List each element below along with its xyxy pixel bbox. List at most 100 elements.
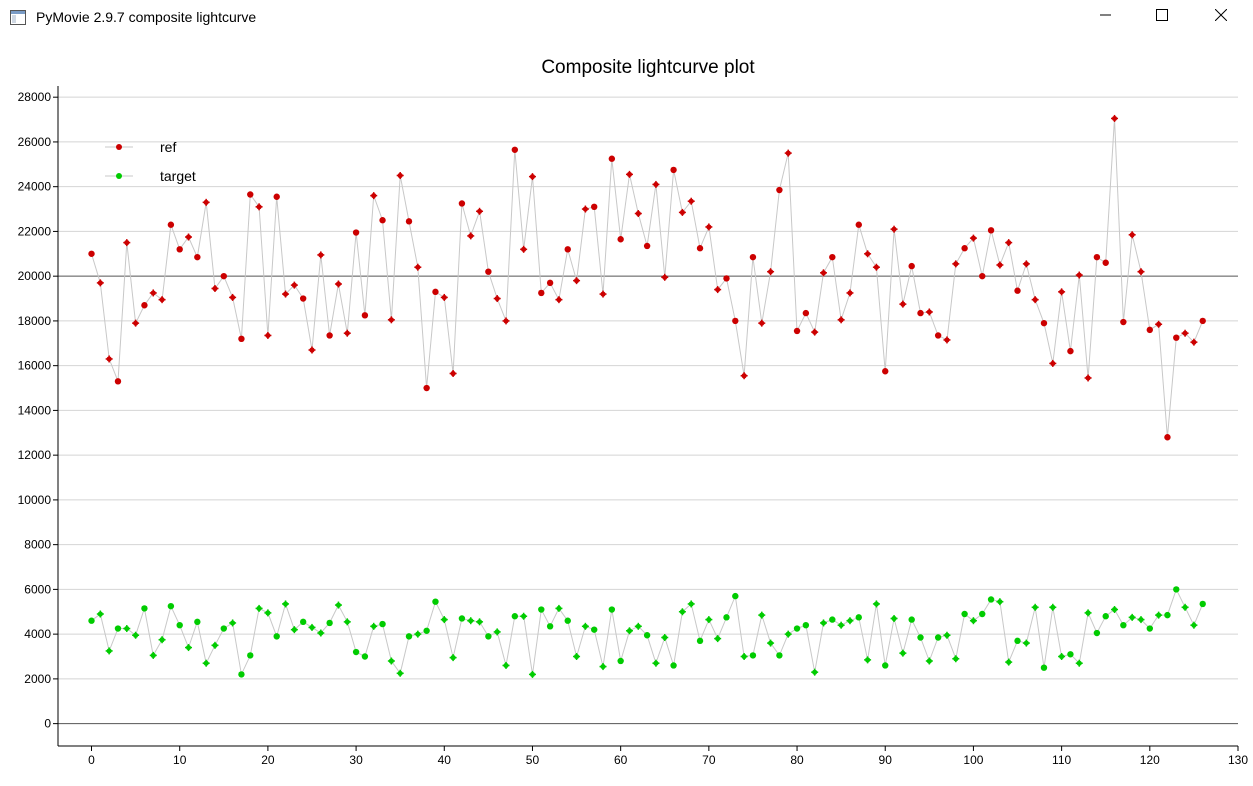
data-point-ref bbox=[502, 317, 510, 325]
data-point-ref bbox=[591, 203, 598, 211]
data-point-target bbox=[855, 614, 862, 621]
y-tick-label: 26000 bbox=[18, 135, 52, 149]
data-point-target bbox=[802, 621, 810, 629]
data-point-target bbox=[317, 629, 325, 637]
data-point-target bbox=[467, 617, 475, 625]
x-tick-label: 10 bbox=[173, 753, 187, 767]
data-point-ref bbox=[432, 288, 439, 296]
data-point-target bbox=[837, 621, 845, 629]
data-point-target bbox=[1014, 637, 1021, 645]
x-tick-label: 100 bbox=[963, 753, 983, 767]
minimize-button[interactable] bbox=[1083, 0, 1129, 34]
data-point-target bbox=[670, 662, 677, 669]
data-point-ref bbox=[423, 384, 430, 392]
data-point-target bbox=[308, 623, 316, 631]
data-point-ref bbox=[625, 170, 633, 178]
data-point-target bbox=[899, 649, 907, 657]
data-point-ref bbox=[643, 242, 651, 250]
data-point-target bbox=[440, 616, 448, 624]
data-point-target bbox=[1181, 603, 1189, 611]
x-tick-label: 90 bbox=[879, 753, 893, 767]
data-point-target bbox=[485, 633, 492, 640]
data-point-ref bbox=[352, 229, 360, 236]
data-point-target bbox=[387, 657, 395, 665]
data-point-ref bbox=[238, 335, 245, 343]
data-point-ref bbox=[211, 284, 219, 292]
data-point-target bbox=[334, 601, 342, 609]
data-point-ref bbox=[220, 272, 227, 280]
data-point-target bbox=[1058, 653, 1066, 661]
chart-title: Composite lightcurve plot bbox=[541, 57, 755, 78]
data-point-target bbox=[829, 616, 836, 623]
data-point-target bbox=[273, 633, 280, 640]
data-point-ref bbox=[264, 331, 272, 339]
data-point-ref bbox=[1173, 334, 1180, 341]
data-point-ref bbox=[1199, 317, 1206, 325]
data-point-ref bbox=[538, 289, 545, 297]
data-point-ref bbox=[784, 149, 792, 157]
data-point-ref bbox=[343, 329, 351, 337]
data-point-target bbox=[1146, 625, 1154, 632]
data-point-ref bbox=[934, 332, 942, 339]
data-point-target bbox=[176, 621, 183, 629]
maximize-button[interactable] bbox=[1139, 0, 1185, 34]
data-point-target bbox=[882, 662, 889, 669]
y-tick-label: 10000 bbox=[18, 493, 52, 507]
data-point-ref bbox=[996, 261, 1004, 269]
data-point-ref bbox=[617, 236, 624, 243]
data-point-ref bbox=[1137, 268, 1145, 276]
data-point-target bbox=[740, 653, 748, 661]
data-point-ref bbox=[872, 263, 880, 271]
data-point-target bbox=[890, 614, 898, 622]
data-point-ref bbox=[1111, 114, 1119, 122]
y-tick-label: 4000 bbox=[24, 627, 51, 641]
legend-marker-target bbox=[116, 173, 122, 179]
data-point-target bbox=[943, 631, 951, 639]
data-point-ref bbox=[1075, 271, 1083, 279]
data-point-target bbox=[846, 617, 854, 625]
data-point-target bbox=[229, 619, 237, 627]
data-point-ref bbox=[88, 250, 95, 257]
x-tick-label: 30 bbox=[349, 753, 363, 767]
data-point-ref bbox=[634, 210, 642, 218]
data-point-ref bbox=[917, 309, 924, 317]
data-point-target bbox=[1120, 621, 1127, 629]
data-point-target bbox=[114, 625, 122, 632]
data-point-ref bbox=[661, 273, 669, 281]
close-button[interactable] bbox=[1198, 0, 1244, 34]
window-titlebar[interactable]: PyMovie 2.9.7 composite lightcurve bbox=[0, 0, 1253, 36]
data-point-ref bbox=[511, 146, 519, 153]
data-point-target bbox=[352, 648, 360, 656]
data-point-ref bbox=[1058, 288, 1066, 296]
data-point-ref bbox=[308, 346, 316, 354]
minimize-icon bbox=[1100, 8, 1112, 26]
data-point-ref bbox=[864, 250, 872, 258]
data-point-ref bbox=[599, 290, 607, 298]
data-point-target bbox=[282, 600, 290, 608]
data-point-ref bbox=[732, 317, 739, 325]
data-point-ref bbox=[334, 280, 342, 288]
data-point-ref bbox=[890, 225, 898, 233]
data-point-target bbox=[758, 611, 766, 619]
data-point-ref bbox=[1022, 260, 1030, 268]
data-point-target bbox=[185, 644, 193, 652]
data-point-target bbox=[617, 657, 624, 665]
data-point-ref bbox=[1005, 239, 1013, 247]
data-point-ref bbox=[882, 368, 889, 375]
data-point-target bbox=[564, 617, 571, 624]
data-point-target bbox=[476, 618, 484, 626]
data-point-target bbox=[105, 647, 113, 655]
data-point-target bbox=[379, 620, 386, 628]
data-point-ref bbox=[1155, 320, 1163, 328]
data-point-target bbox=[714, 635, 722, 643]
data-point-target bbox=[969, 617, 977, 625]
data-point-target bbox=[88, 617, 95, 624]
data-point-ref bbox=[114, 378, 122, 385]
data-point-target bbox=[1067, 651, 1074, 658]
maximize-icon bbox=[1156, 8, 1168, 26]
data-point-ref bbox=[767, 268, 775, 276]
data-point-ref bbox=[1128, 231, 1136, 239]
data-point-ref bbox=[1102, 259, 1109, 266]
y-tick-label: 22000 bbox=[18, 224, 52, 238]
